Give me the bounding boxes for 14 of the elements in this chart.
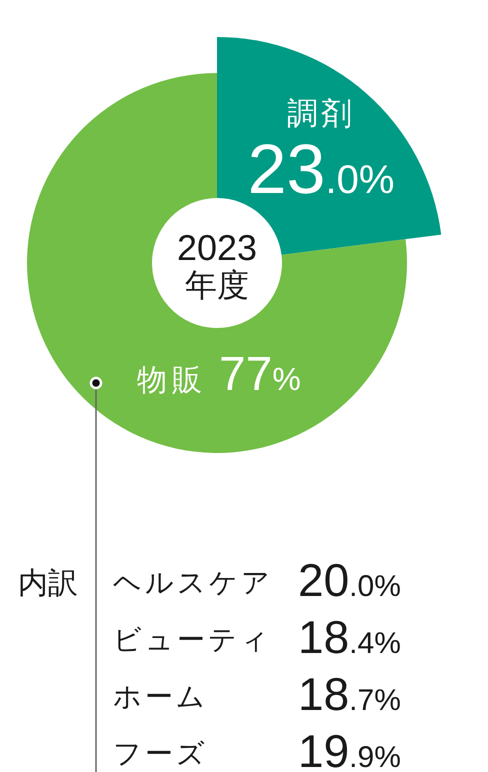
- data-label: 77%: [219, 348, 301, 401]
- data-label: 19.9%: [298, 725, 401, 772]
- text: 2023 年度: [176, 227, 258, 303]
- category-label: ビューティ: [113, 624, 272, 655]
- data-label: 20.0%: [298, 554, 401, 606]
- slice-label: 物販: [137, 364, 207, 397]
- data-label: 23.0%: [248, 130, 394, 208]
- category-label: ホーム: [113, 681, 208, 712]
- data-label: 18.7%: [298, 668, 401, 720]
- category-label: フーズ: [113, 738, 208, 769]
- category-label: ヘルスケア: [113, 567, 273, 598]
- text: 内訳: [18, 567, 78, 600]
- data-label: 18.4%: [298, 611, 401, 663]
- slice-label: 調剤: [287, 96, 355, 131]
